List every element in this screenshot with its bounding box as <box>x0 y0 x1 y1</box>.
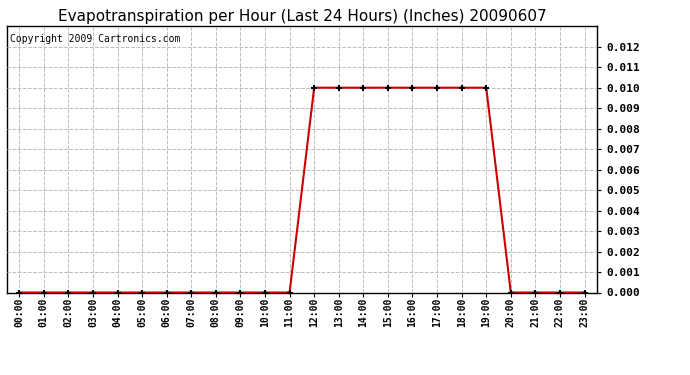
Title: Evapotranspiration per Hour (Last 24 Hours) (Inches) 20090607: Evapotranspiration per Hour (Last 24 Hou… <box>57 9 546 24</box>
Text: Copyright 2009 Cartronics.com: Copyright 2009 Cartronics.com <box>10 34 180 44</box>
